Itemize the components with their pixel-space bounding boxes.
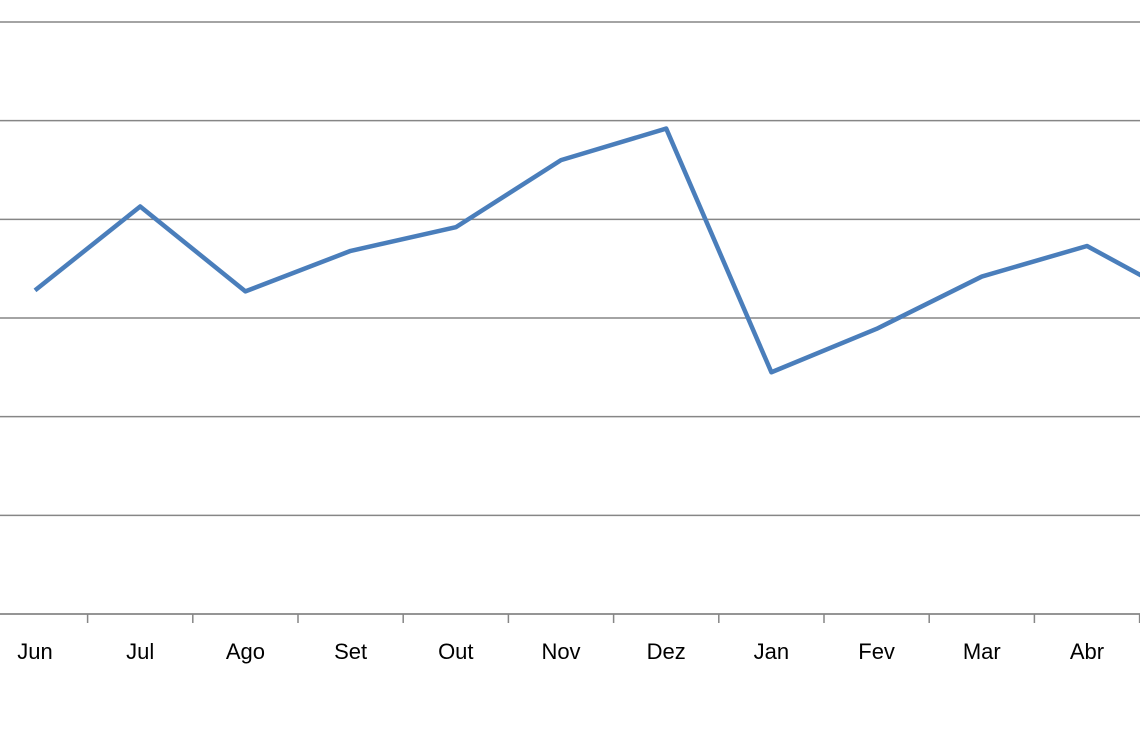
x-tick-label: Nov: [541, 639, 580, 664]
x-tick-label: Abr: [1070, 639, 1104, 664]
x-tick-label: Jan: [754, 639, 789, 664]
series-line: [33, 126, 1140, 375]
x-tick-label: Out: [438, 639, 473, 664]
x-tick-label: Jul: [126, 639, 154, 664]
x-tick-label: Set: [334, 639, 367, 664]
x-tick-label: Mar: [963, 639, 1001, 664]
x-tick-label: Ago: [226, 639, 265, 664]
x-tick-label: Fev: [858, 639, 895, 664]
x-tick-label: Jun: [17, 639, 52, 664]
x-tick-label: Dez: [647, 639, 686, 664]
